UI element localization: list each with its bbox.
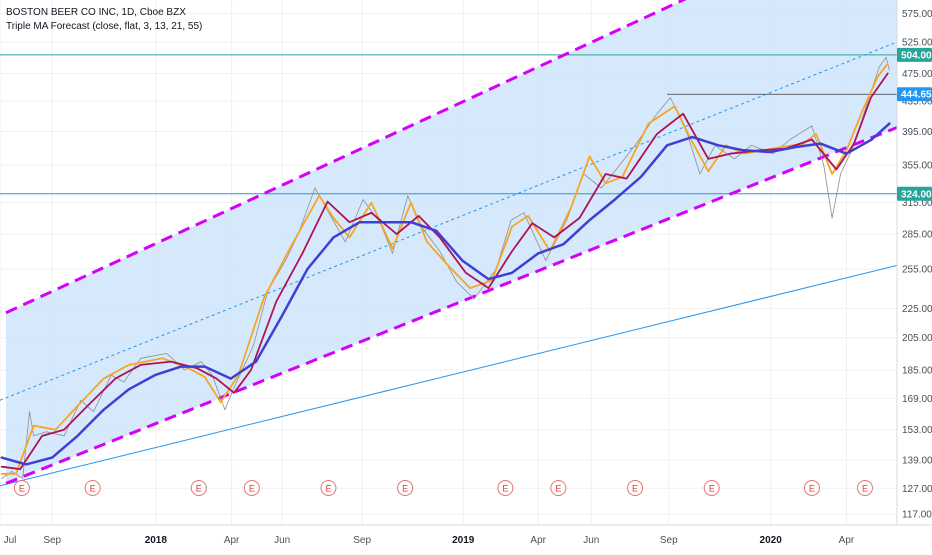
earnings-label: E xyxy=(196,484,202,494)
price-label-box xyxy=(897,87,932,102)
y-tick-label: 117.00 xyxy=(902,510,932,521)
earnings-circle xyxy=(703,480,720,496)
earnings-marker: E xyxy=(550,480,567,496)
earnings-label: E xyxy=(19,484,25,494)
ma-slow-line xyxy=(0,122,891,466)
earnings-label: E xyxy=(325,484,331,494)
y-tick-label: 395.00 xyxy=(902,127,932,138)
earnings-circle xyxy=(190,480,207,496)
y-tick-label: 285.00 xyxy=(902,230,932,241)
price-label-box xyxy=(897,47,932,62)
earnings-circle xyxy=(13,480,30,496)
price-label-text: 444.65 xyxy=(901,90,932,101)
y-tick-label: 255.00 xyxy=(902,265,932,276)
channel-lower-line xyxy=(5,126,898,485)
indicator-title: Triple MA Forecast (close, flat, 3, 13, … xyxy=(6,21,203,32)
x-tick-label: Jun xyxy=(274,535,290,546)
earnings-marker: E xyxy=(190,480,207,496)
earnings-circle xyxy=(320,480,337,496)
price-label-box xyxy=(897,186,932,201)
x-tick-label: Apr xyxy=(224,535,240,546)
y-tick-label: 205.00 xyxy=(902,333,932,344)
chart-legend: BOSTON BEER CO INC, 1D, Cboe BZX Triple … xyxy=(6,6,202,34)
earnings-marker: E xyxy=(627,480,644,496)
y-tick-label: 525.00 xyxy=(902,37,932,48)
x-tick-label: Sep xyxy=(43,535,61,546)
y-tick-label: 225.00 xyxy=(902,304,932,315)
y-tick-label: 355.00 xyxy=(902,161,932,172)
earnings-marker: E xyxy=(320,480,337,496)
price-label-text: 324.00 xyxy=(901,189,932,200)
x-tick-label: 2020 xyxy=(760,535,783,546)
y-tick-label: 185.00 xyxy=(902,365,932,376)
price-label-text: 504.00 xyxy=(901,50,932,61)
y-tick-label: 435.00 xyxy=(902,97,932,108)
earnings-circle xyxy=(84,480,101,496)
earnings-label: E xyxy=(249,484,255,494)
earnings-marker: E xyxy=(243,480,260,496)
x-tick-label: Apr xyxy=(530,535,546,546)
y-axis: 117.00 127.00 139.00 153.00 169.00 185.00 205.… xyxy=(902,9,932,521)
earnings-circle xyxy=(243,480,260,496)
trend-line xyxy=(0,264,898,487)
price-label: 504.00 xyxy=(897,47,932,62)
y-tick-label: 169.00 xyxy=(902,394,932,405)
x-axis: Jul Sep 2018 Apr Jun Sep 2019 Apr Jun Sep 2020 Apr xyxy=(4,535,855,546)
earnings-marker: E xyxy=(84,480,101,496)
y-tick-label: 139.00 xyxy=(902,455,932,466)
earnings-label: E xyxy=(632,484,638,494)
x-tick-label: Jul xyxy=(4,535,17,546)
earnings-circle xyxy=(497,480,514,496)
earnings-circle xyxy=(856,480,873,496)
earnings-label: E xyxy=(809,484,815,494)
earnings-label: E xyxy=(90,484,96,494)
price-label: 324.00 xyxy=(897,186,932,201)
earnings-label: E xyxy=(402,484,408,494)
channel-middle-line xyxy=(0,41,898,401)
earnings-label: E xyxy=(555,484,561,494)
earnings-circle xyxy=(627,480,644,496)
y-tick-label: 315.00 xyxy=(902,198,932,209)
earnings-circle xyxy=(397,480,414,496)
earnings-marker: E xyxy=(703,480,720,496)
channel-fill xyxy=(6,0,897,484)
earnings-marker: E xyxy=(13,480,30,496)
earnings-label: E xyxy=(862,484,868,494)
earnings-circle xyxy=(550,480,567,496)
channel-upper-line xyxy=(5,0,687,315)
y-tick-label: 575.00 xyxy=(902,9,932,20)
earnings-marker: E xyxy=(497,480,514,496)
x-tick-label: Sep xyxy=(353,535,371,546)
earnings-circle xyxy=(803,480,820,496)
x-tick-label: Jun xyxy=(583,535,599,546)
price-label: 444.65 xyxy=(897,87,932,102)
earnings-marker: E xyxy=(397,480,414,496)
y-tick-label: 475.00 xyxy=(902,69,932,80)
earnings-marker: E xyxy=(856,480,873,496)
x-tick-label: Apr xyxy=(839,535,855,546)
y-tick-label: 127.00 xyxy=(902,484,932,495)
x-tick-label: 2018 xyxy=(145,535,168,546)
x-tick-label: Sep xyxy=(660,535,678,546)
symbol-title: BOSTON BEER CO INC, 1D, Cboe BZX xyxy=(6,7,186,18)
x-tick-label: 2019 xyxy=(452,535,475,546)
earnings-label: E xyxy=(709,484,715,494)
earnings-marker: E xyxy=(803,480,820,496)
earnings-label: E xyxy=(502,484,508,494)
y-tick-label: 153.00 xyxy=(902,425,932,436)
